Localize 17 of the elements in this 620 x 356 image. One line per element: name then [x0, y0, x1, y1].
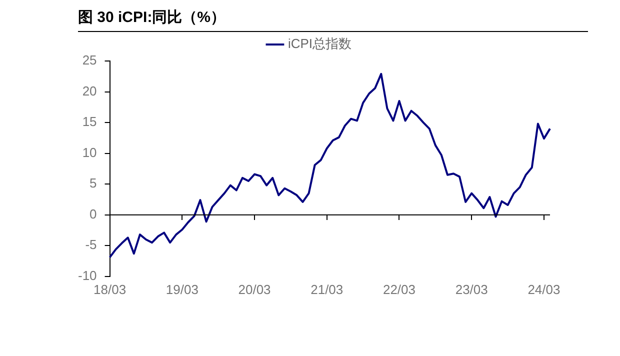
y-tick-label: 15	[82, 114, 97, 130]
x-tick-label: 18/03	[94, 282, 126, 297]
x-tick-label: 23/03	[455, 282, 488, 297]
chart-title: 图 30 iCPI:同比（%）	[78, 9, 226, 26]
y-tick-label: 5	[90, 176, 97, 191]
x-tick-label: 24/03	[528, 282, 560, 297]
x-tick-label: 20/03	[238, 282, 271, 297]
y-tick-label: -5	[85, 237, 97, 252]
y-tick-label: 0	[90, 206, 97, 222]
x-tick-label: 19/03	[166, 282, 198, 297]
y-tick-label: 20	[82, 83, 97, 98]
legend-label: iCPI总指数	[288, 36, 352, 52]
x-tick-label: 22/03	[382, 282, 416, 297]
x-tick-label: 21/03	[310, 282, 344, 297]
y-tick-label: -10	[78, 268, 97, 283]
y-tick-label: 25	[82, 52, 97, 68]
y-tick-label: 10	[82, 144, 97, 160]
